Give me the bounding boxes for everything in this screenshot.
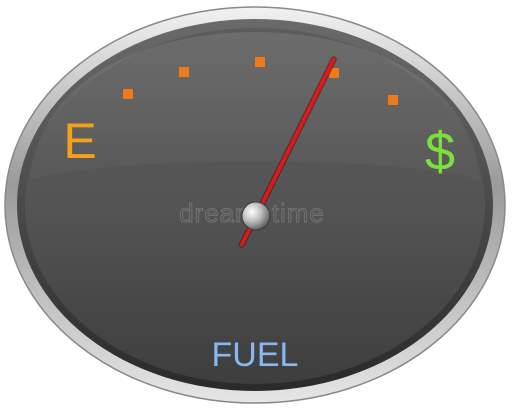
tick-mark-2 bbox=[179, 67, 189, 77]
needle-hub bbox=[241, 201, 271, 231]
tick-mark-3 bbox=[255, 57, 265, 67]
tick-marks bbox=[123, 57, 398, 105]
tick-mark-5 bbox=[388, 95, 398, 105]
fuel-caption: FUEL bbox=[212, 336, 299, 374]
gauge-gloss bbox=[30, 32, 480, 180]
tick-mark-1 bbox=[123, 89, 133, 99]
empty-label: E bbox=[63, 113, 96, 169]
tick-mark-4 bbox=[329, 68, 339, 78]
full-label: $ bbox=[425, 122, 455, 182]
